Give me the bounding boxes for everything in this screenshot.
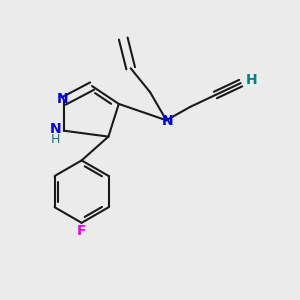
Text: N: N — [50, 122, 61, 136]
Text: N: N — [56, 92, 68, 106]
Text: F: F — [77, 224, 86, 238]
Text: N: N — [161, 114, 173, 128]
Text: H: H — [246, 73, 258, 87]
Text: H: H — [51, 133, 60, 146]
